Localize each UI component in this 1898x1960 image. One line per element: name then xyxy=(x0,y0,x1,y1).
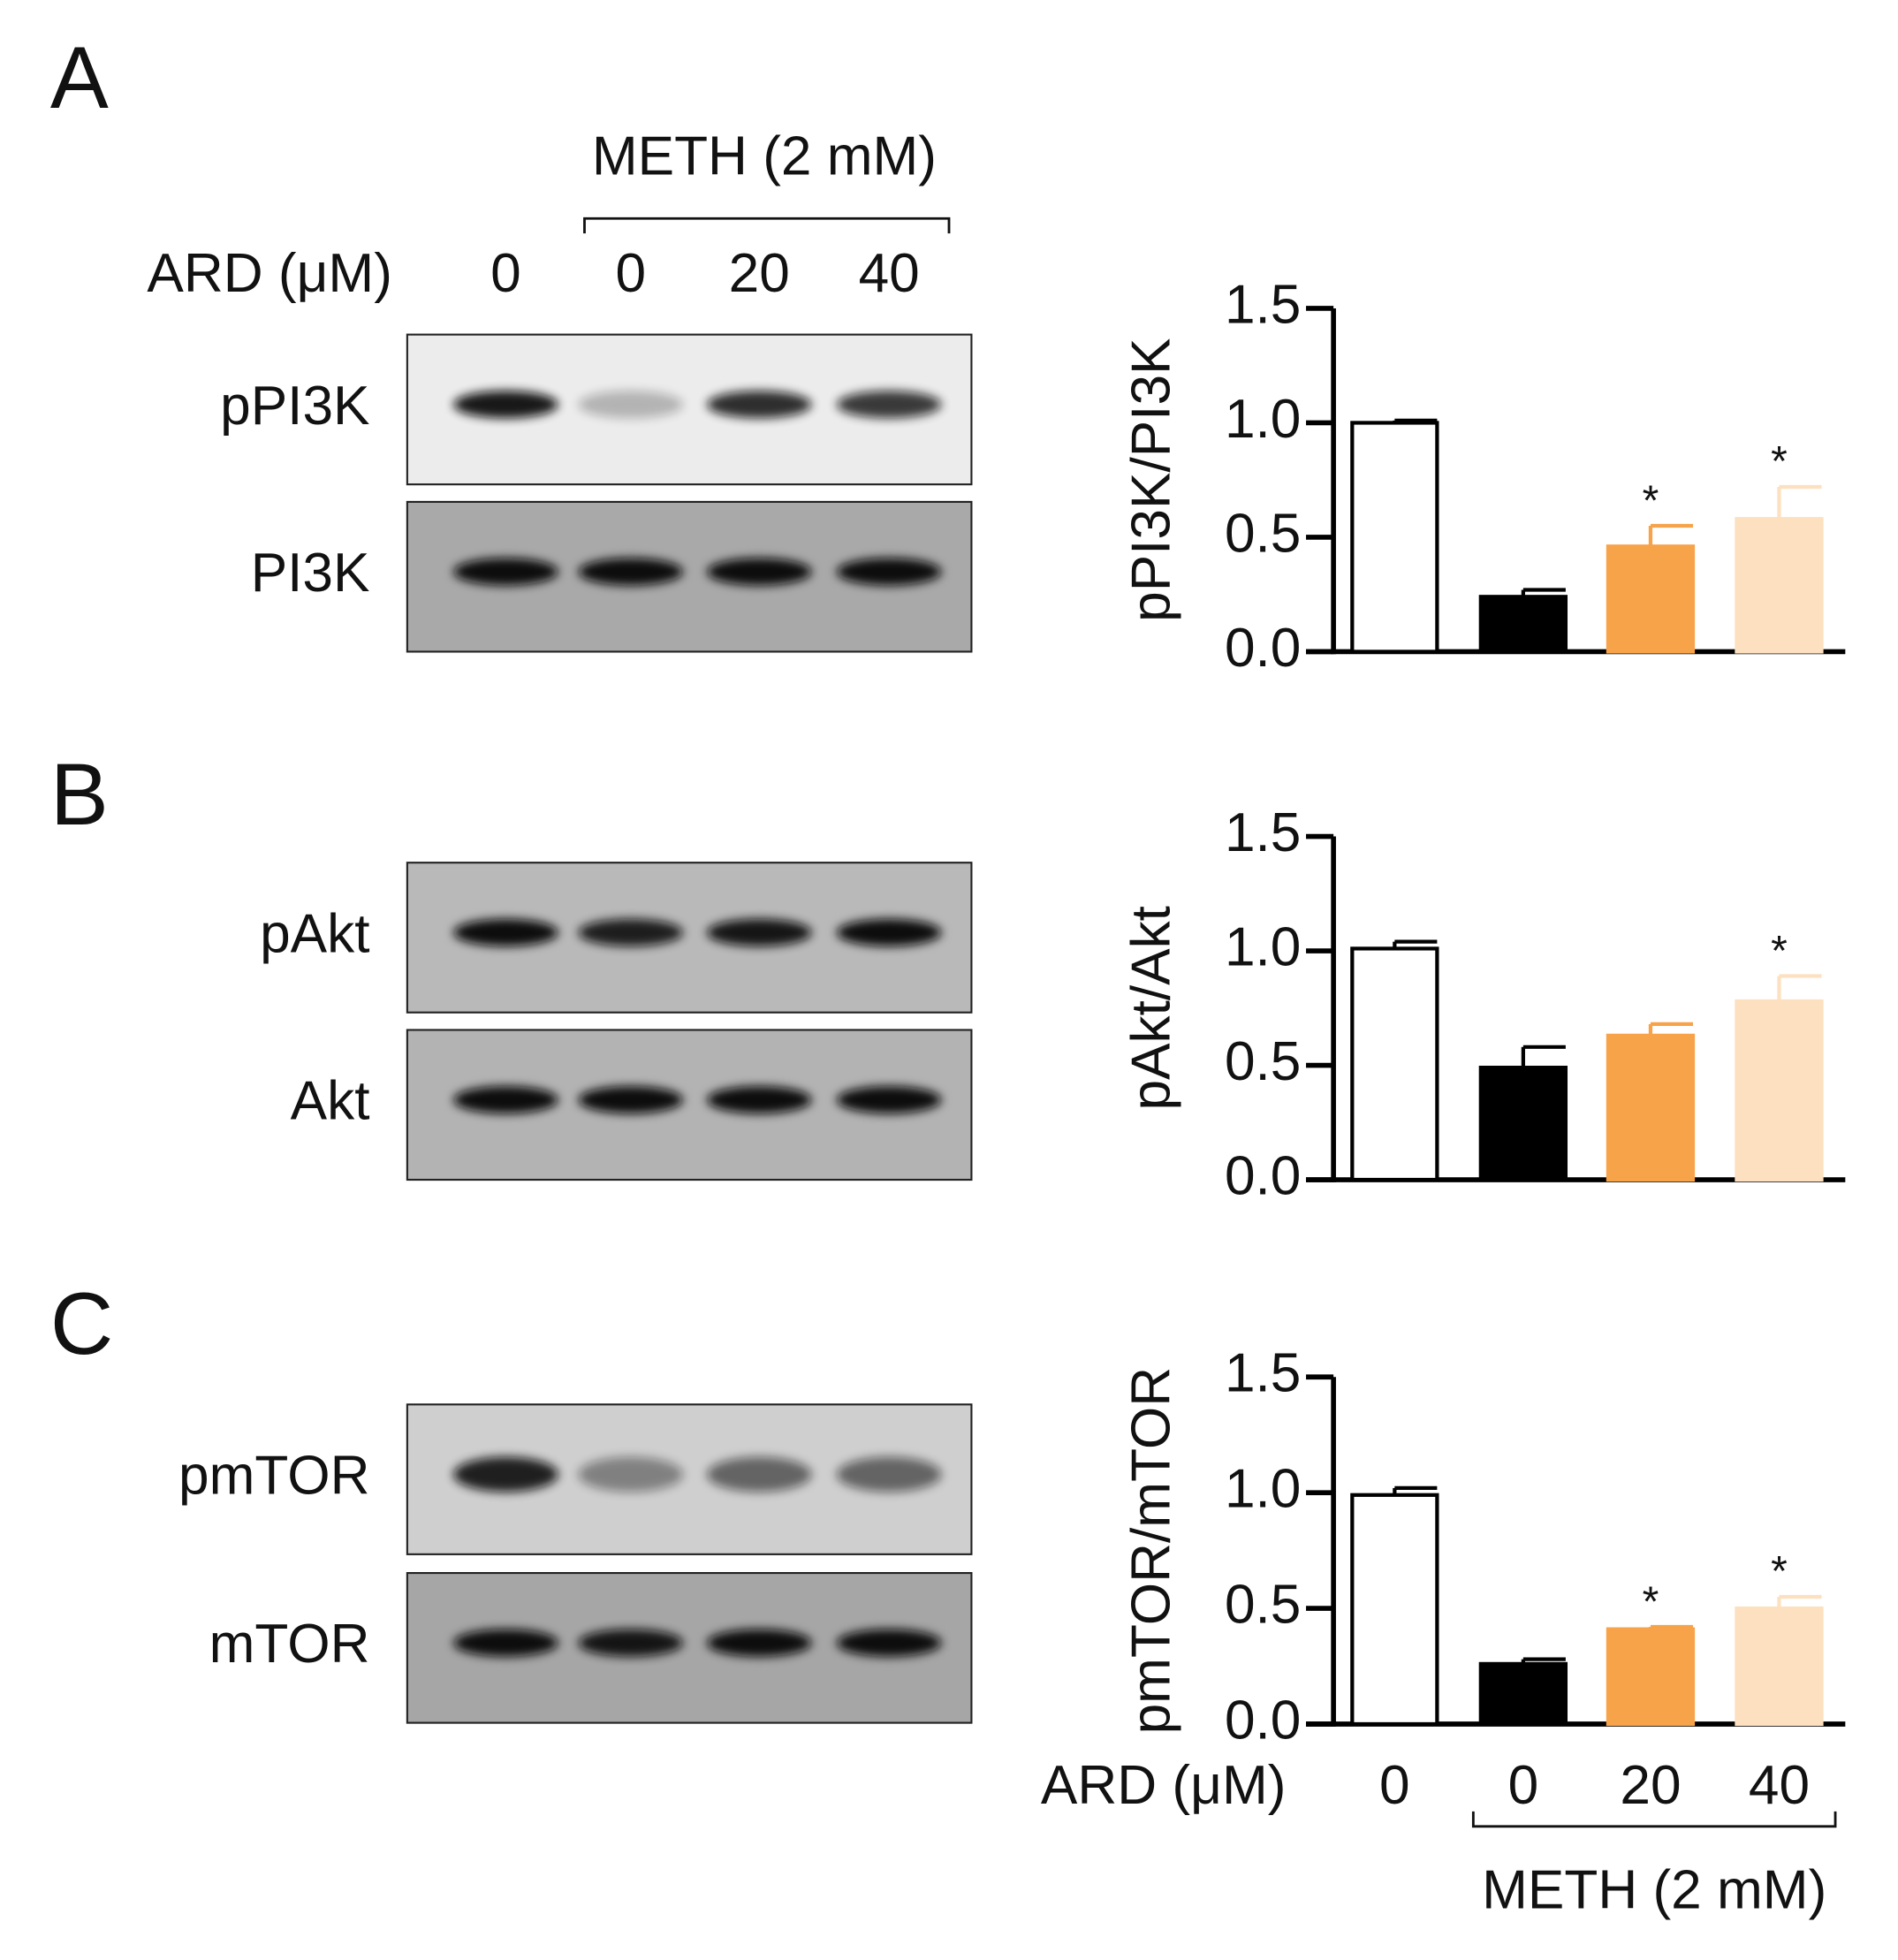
dose-label: ARD (μM) xyxy=(147,243,392,304)
blot-label: mTOR xyxy=(209,1614,370,1675)
bar xyxy=(1735,517,1824,654)
bar xyxy=(1735,1606,1824,1727)
x-axis-label: ARD (μM) xyxy=(1041,1755,1287,1816)
dose: 20 xyxy=(729,243,790,304)
group-bracket xyxy=(1471,1811,1837,1828)
bar xyxy=(1350,946,1439,1182)
band xyxy=(578,1086,684,1114)
y-tick-label: 1.5 xyxy=(1225,802,1301,863)
group-label: METH (2 mM) xyxy=(1482,1860,1826,1921)
significance: * xyxy=(1771,928,1788,975)
y-tick-label: 1.5 xyxy=(1225,274,1301,335)
bar xyxy=(1350,1493,1439,1727)
blot-label: Akt xyxy=(291,1071,370,1132)
panel-letter: B xyxy=(50,745,109,843)
significance: * xyxy=(1643,477,1659,524)
band xyxy=(453,1456,558,1493)
band xyxy=(836,1629,942,1657)
panel-letter: C xyxy=(50,1274,113,1372)
x-tick-label: 0 xyxy=(1508,1755,1539,1816)
y-tick-label: 0.0 xyxy=(1225,618,1301,679)
bar xyxy=(1606,1033,1696,1182)
bar xyxy=(1606,1627,1696,1727)
y-axis-label: pAkt/Akt xyxy=(1121,906,1182,1110)
significance: * xyxy=(1771,438,1788,485)
y-tick-label: 0.5 xyxy=(1225,503,1301,564)
band xyxy=(836,558,942,586)
bar xyxy=(1478,595,1568,654)
group-bracket xyxy=(583,217,951,234)
y-tick-label: 0.0 xyxy=(1225,1690,1301,1751)
band xyxy=(836,391,942,419)
panel-letter: A xyxy=(50,28,109,126)
band xyxy=(453,1629,558,1657)
y-axis-label: pPI3K/PI3K xyxy=(1121,338,1182,622)
x-tick-label: 40 xyxy=(1749,1755,1810,1816)
dose: 40 xyxy=(859,243,920,304)
band xyxy=(706,1086,812,1114)
bar xyxy=(1478,1066,1568,1182)
band xyxy=(578,558,684,586)
band xyxy=(453,558,558,586)
bar xyxy=(1735,999,1824,1182)
y-tick-label: 1.0 xyxy=(1225,916,1301,977)
band xyxy=(706,1629,812,1657)
dose: 0 xyxy=(615,243,646,304)
y-tick-label: 1.0 xyxy=(1225,389,1301,450)
blot-label: PI3K xyxy=(251,543,370,604)
band xyxy=(453,391,558,419)
band xyxy=(578,1456,684,1493)
band xyxy=(578,1629,684,1657)
band xyxy=(836,918,942,946)
y-tick-label: 0.5 xyxy=(1225,1575,1301,1636)
dose: 0 xyxy=(490,243,521,304)
significance: * xyxy=(1771,1548,1788,1595)
y-tick-label: 0.0 xyxy=(1225,1145,1301,1206)
band xyxy=(578,391,684,419)
significance: * xyxy=(1643,1578,1659,1625)
band xyxy=(453,918,558,946)
blot-label: pPI3K xyxy=(220,376,369,437)
blot-label: pmTOR xyxy=(178,1446,369,1507)
band xyxy=(578,918,684,946)
x-tick-label: 0 xyxy=(1379,1755,1410,1816)
x-tick-label: 20 xyxy=(1620,1755,1681,1816)
band xyxy=(706,1456,812,1493)
band xyxy=(836,1086,942,1114)
group-label: METH (2 mM) xyxy=(592,125,937,186)
y-tick-label: 0.5 xyxy=(1225,1031,1301,1092)
y-axis-label: pmTOR/mTOR xyxy=(1121,1367,1182,1735)
band xyxy=(453,1086,558,1114)
band xyxy=(706,558,812,586)
band xyxy=(836,1456,942,1493)
y-tick-label: 1.5 xyxy=(1225,1343,1301,1404)
blot-label: pAkt xyxy=(260,903,369,964)
band xyxy=(706,391,812,419)
bar xyxy=(1606,544,1696,654)
band xyxy=(706,918,812,946)
bar xyxy=(1350,421,1439,654)
bar xyxy=(1478,1661,1568,1727)
y-tick-label: 1.0 xyxy=(1225,1459,1301,1520)
